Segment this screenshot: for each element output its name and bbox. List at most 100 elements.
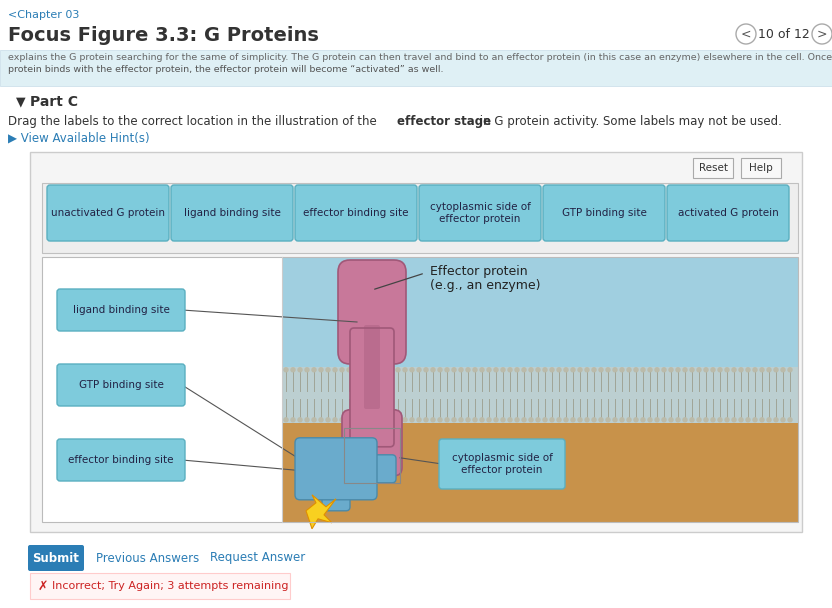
Circle shape	[431, 368, 435, 372]
Circle shape	[508, 418, 512, 422]
Circle shape	[515, 368, 519, 372]
Circle shape	[767, 368, 771, 372]
Circle shape	[543, 368, 547, 372]
Circle shape	[536, 368, 540, 372]
FancyBboxPatch shape	[282, 367, 798, 423]
FancyBboxPatch shape	[30, 573, 290, 599]
Text: unactivated G protein: unactivated G protein	[51, 208, 165, 218]
Circle shape	[683, 418, 687, 422]
FancyBboxPatch shape	[439, 439, 565, 489]
Circle shape	[522, 418, 526, 422]
Circle shape	[627, 418, 631, 422]
Circle shape	[613, 368, 617, 372]
Circle shape	[375, 418, 379, 422]
FancyBboxPatch shape	[42, 257, 282, 522]
Text: >: >	[817, 27, 827, 41]
Circle shape	[508, 368, 512, 372]
Circle shape	[333, 368, 337, 372]
FancyBboxPatch shape	[30, 152, 802, 532]
Circle shape	[459, 418, 463, 422]
Circle shape	[319, 368, 323, 372]
Text: protein binds with the effector protein, the effector protein will become “activ: protein binds with the effector protein,…	[8, 65, 443, 74]
FancyBboxPatch shape	[350, 328, 394, 447]
Text: activated G protein: activated G protein	[677, 208, 779, 218]
Circle shape	[690, 418, 694, 422]
Circle shape	[347, 418, 351, 422]
Circle shape	[592, 418, 596, 422]
Text: ligand binding site: ligand binding site	[72, 305, 170, 315]
Circle shape	[368, 418, 372, 422]
Circle shape	[648, 418, 652, 422]
Circle shape	[375, 368, 379, 372]
Circle shape	[550, 418, 554, 422]
Circle shape	[466, 368, 470, 372]
Circle shape	[424, 368, 428, 372]
Circle shape	[382, 368, 386, 372]
Circle shape	[767, 418, 771, 422]
Text: ligand binding site: ligand binding site	[184, 208, 280, 218]
FancyBboxPatch shape	[0, 50, 832, 86]
Circle shape	[312, 418, 316, 422]
Circle shape	[641, 418, 645, 422]
Circle shape	[634, 418, 638, 422]
Circle shape	[704, 418, 708, 422]
Polygon shape	[306, 495, 336, 529]
Circle shape	[382, 418, 386, 422]
Circle shape	[298, 368, 302, 372]
Circle shape	[648, 368, 652, 372]
Circle shape	[732, 418, 736, 422]
Circle shape	[368, 368, 372, 372]
Circle shape	[606, 418, 610, 422]
Circle shape	[774, 368, 778, 372]
FancyBboxPatch shape	[295, 438, 377, 500]
Circle shape	[403, 418, 407, 422]
FancyBboxPatch shape	[419, 185, 541, 241]
FancyBboxPatch shape	[282, 423, 798, 522]
Circle shape	[788, 418, 792, 422]
Circle shape	[452, 368, 456, 372]
Circle shape	[578, 418, 582, 422]
Circle shape	[578, 368, 582, 372]
Circle shape	[431, 418, 435, 422]
FancyBboxPatch shape	[47, 185, 169, 241]
Text: ▶ View Available Hint(s): ▶ View Available Hint(s)	[8, 132, 150, 145]
Text: effector stage: effector stage	[397, 115, 491, 128]
Circle shape	[305, 368, 309, 372]
Circle shape	[812, 24, 832, 44]
Circle shape	[704, 368, 708, 372]
Circle shape	[515, 418, 519, 422]
Text: cytoplasmic side of
effector protein: cytoplasmic side of effector protein	[429, 202, 531, 224]
Circle shape	[571, 418, 575, 422]
Circle shape	[340, 368, 344, 372]
Circle shape	[291, 418, 295, 422]
Circle shape	[711, 418, 715, 422]
Text: <Chapter 03: <Chapter 03	[8, 10, 79, 20]
Text: Help: Help	[749, 163, 773, 173]
FancyBboxPatch shape	[322, 489, 350, 511]
Circle shape	[641, 368, 645, 372]
FancyBboxPatch shape	[42, 183, 798, 253]
Circle shape	[410, 418, 414, 422]
Text: GTP binding site: GTP binding site	[78, 380, 163, 390]
Circle shape	[690, 368, 694, 372]
Circle shape	[543, 418, 547, 422]
Circle shape	[438, 368, 442, 372]
FancyBboxPatch shape	[364, 325, 380, 409]
Text: effector binding site: effector binding site	[68, 455, 174, 465]
Circle shape	[319, 418, 323, 422]
Circle shape	[599, 368, 603, 372]
Circle shape	[480, 368, 484, 372]
FancyBboxPatch shape	[366, 455, 396, 483]
Circle shape	[585, 368, 589, 372]
Circle shape	[424, 418, 428, 422]
Text: Incorrect; Try Again; 3 attempts remaining: Incorrect; Try Again; 3 attempts remaini…	[52, 581, 289, 591]
Circle shape	[529, 368, 533, 372]
Circle shape	[438, 418, 442, 422]
Circle shape	[459, 368, 463, 372]
Circle shape	[662, 418, 666, 422]
Circle shape	[501, 418, 505, 422]
Circle shape	[445, 418, 449, 422]
Circle shape	[291, 368, 295, 372]
Circle shape	[487, 418, 491, 422]
Circle shape	[655, 418, 659, 422]
